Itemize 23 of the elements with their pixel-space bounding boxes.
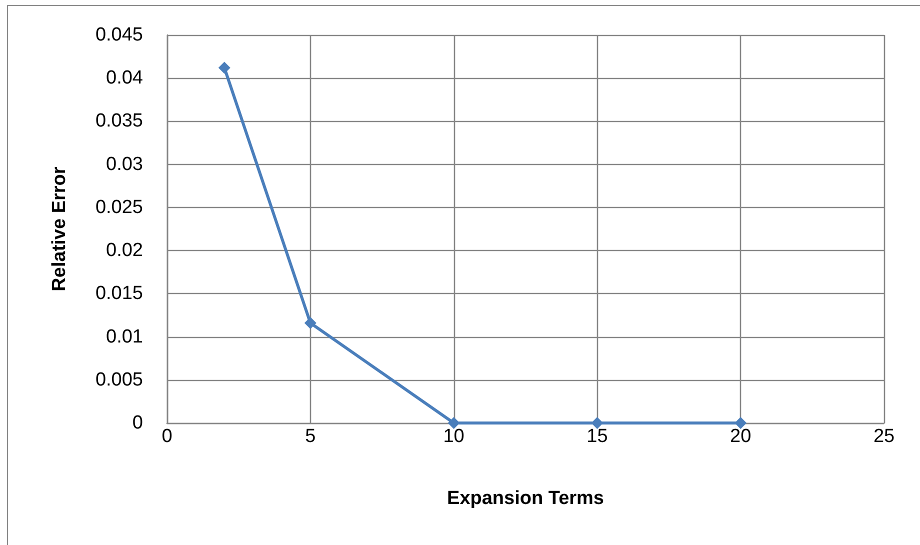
x-tick-label: 0 <box>162 426 172 447</box>
y-tick-label: 0.035 <box>95 110 143 132</box>
y-tick-label: 0 <box>132 412 143 434</box>
x-tick-label: 10 <box>443 426 464 447</box>
y-tick-label: 0.03 <box>106 154 143 175</box>
y-tick-label: 0.04 <box>106 68 144 89</box>
y-axis-title: Relative Error <box>49 166 70 292</box>
y-tick-label: 0.045 <box>95 24 143 46</box>
point <box>304 316 316 329</box>
y-tick-label: 0.025 <box>95 196 143 218</box>
x-axis-title: Expansion Terms <box>447 488 604 509</box>
point <box>218 62 230 74</box>
point <box>448 417 460 429</box>
y-tick-label: 0.01 <box>106 326 143 348</box>
x-tick-label: 5 <box>305 426 316 447</box>
x-tick-label: 25 <box>873 426 895 447</box>
y-tick-label: 0.015 <box>95 283 143 304</box>
point <box>591 417 604 429</box>
x-tick-label: 20 <box>730 426 752 447</box>
point <box>734 417 747 429</box>
y-tick-label: 0.02 <box>106 240 143 262</box>
y-tick-label: 0.005 <box>95 369 143 390</box>
x-tick-label: 15 <box>586 426 608 447</box>
